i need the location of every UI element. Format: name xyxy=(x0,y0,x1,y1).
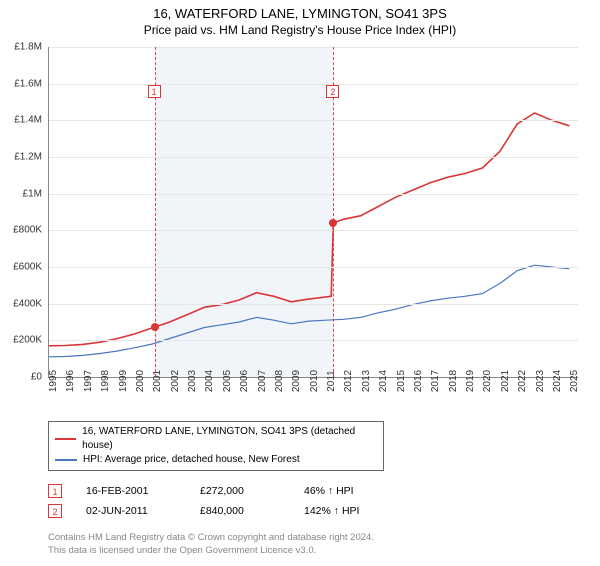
y-axis-label: £200K xyxy=(13,335,42,346)
y-axis-label: £400K xyxy=(13,298,42,309)
y-axis-label: £0 xyxy=(31,372,42,383)
footer-attribution: Contains HM Land Registry data © Crown c… xyxy=(48,531,600,557)
transaction-row: 1 16-FEB-2001 £272,000 46% ↑ HPI xyxy=(48,481,600,501)
transactions-table: 1 16-FEB-2001 £272,000 46% ↑ HPI 2 02-JUN-201… xyxy=(48,481,600,521)
x-axis-label: 2004 xyxy=(204,370,215,392)
transaction-date: 16-FEB-2001 xyxy=(86,485,176,497)
transaction-date: 02-JUN-2011 xyxy=(86,505,176,517)
event-marker: 1 xyxy=(148,85,161,98)
x-axis-label: 2005 xyxy=(222,370,233,392)
chart-svg xyxy=(48,47,578,377)
x-axis-label: 2015 xyxy=(396,370,407,392)
y-axis-label: £1M xyxy=(23,188,42,199)
transaction-marker: 1 xyxy=(48,484,62,498)
transaction-delta: 46% ↑ HPI xyxy=(304,485,354,497)
x-axis-label: 2008 xyxy=(274,370,285,392)
x-axis-label: 2016 xyxy=(413,370,424,392)
x-axis-label: 2024 xyxy=(552,370,563,392)
x-axis-label: 1997 xyxy=(83,370,94,392)
transaction-row: 2 02-JUN-2011 £840,000 142% ↑ HPI xyxy=(48,501,600,521)
transaction-delta: 142% ↑ HPI xyxy=(304,505,359,517)
chart-title-sub: Price paid vs. HM Land Registry's House … xyxy=(0,23,600,37)
legend-label: 16, WATERFORD LANE, LYMINGTON, SO41 3PS … xyxy=(82,425,377,453)
x-axis-label: 2022 xyxy=(517,370,528,392)
transaction-marker: 2 xyxy=(48,504,62,518)
x-axis-label: 2021 xyxy=(500,370,511,392)
footer-line1: Contains HM Land Registry data © Crown c… xyxy=(48,531,600,544)
x-axis-label: 2006 xyxy=(239,370,250,392)
x-axis-label: 2012 xyxy=(343,370,354,392)
footer-line2: This data is licensed under the Open Gov… xyxy=(48,544,600,557)
chart-title-address: 16, WATERFORD LANE, LYMINGTON, SO41 3PS xyxy=(0,6,600,21)
legend-swatch xyxy=(55,459,77,461)
x-axis-label: 2011 xyxy=(326,370,337,392)
x-axis-label: 2025 xyxy=(569,370,580,392)
x-axis-label: 2019 xyxy=(465,370,476,392)
x-axis-label: 2003 xyxy=(187,370,198,392)
x-axis-label: 2010 xyxy=(309,370,320,392)
x-axis-label: 2014 xyxy=(378,370,389,392)
x-axis-label: 1998 xyxy=(100,370,111,392)
series-line xyxy=(48,265,569,357)
legend-label: HPI: Average price, detached house, New … xyxy=(83,453,300,467)
x-axis-label: 2007 xyxy=(257,370,268,392)
x-axis-label: 2023 xyxy=(535,370,546,392)
legend-swatch xyxy=(55,438,76,440)
y-axis-label: £1.2M xyxy=(14,152,42,163)
x-axis-label: 2000 xyxy=(135,370,146,392)
y-axis-label: £1.4M xyxy=(14,115,42,126)
y-axis-label: £800K xyxy=(13,225,42,236)
x-axis-label: 2009 xyxy=(291,370,302,392)
y-axis-label: £600K xyxy=(13,262,42,273)
x-axis-label: 1996 xyxy=(65,370,76,392)
y-axis-label: £1.8M xyxy=(14,42,42,53)
legend: 16, WATERFORD LANE, LYMINGTON, SO41 3PS … xyxy=(48,421,384,471)
x-axis-label: 1995 xyxy=(48,370,59,392)
x-axis-label: 2018 xyxy=(448,370,459,392)
transaction-price: £272,000 xyxy=(200,485,280,497)
x-axis-label: 2002 xyxy=(170,370,181,392)
x-axis-label: 1999 xyxy=(118,370,129,392)
legend-item: 16, WATERFORD LANE, LYMINGTON, SO41 3PS … xyxy=(55,425,377,453)
x-axis-label: 2020 xyxy=(482,370,493,392)
event-marker: 2 xyxy=(326,85,339,98)
data-point-dot xyxy=(329,219,337,227)
price-chart: £0£200K£400K£600K£800K£1M£1.2M£1.4M£1.6M… xyxy=(48,47,578,377)
y-axis-label: £1.6M xyxy=(14,78,42,89)
legend-item: HPI: Average price, detached house, New … xyxy=(55,453,377,467)
x-axis-label: 2017 xyxy=(430,370,441,392)
transaction-price: £840,000 xyxy=(200,505,280,517)
x-axis-label: 2013 xyxy=(361,370,372,392)
data-point-dot xyxy=(151,323,159,331)
